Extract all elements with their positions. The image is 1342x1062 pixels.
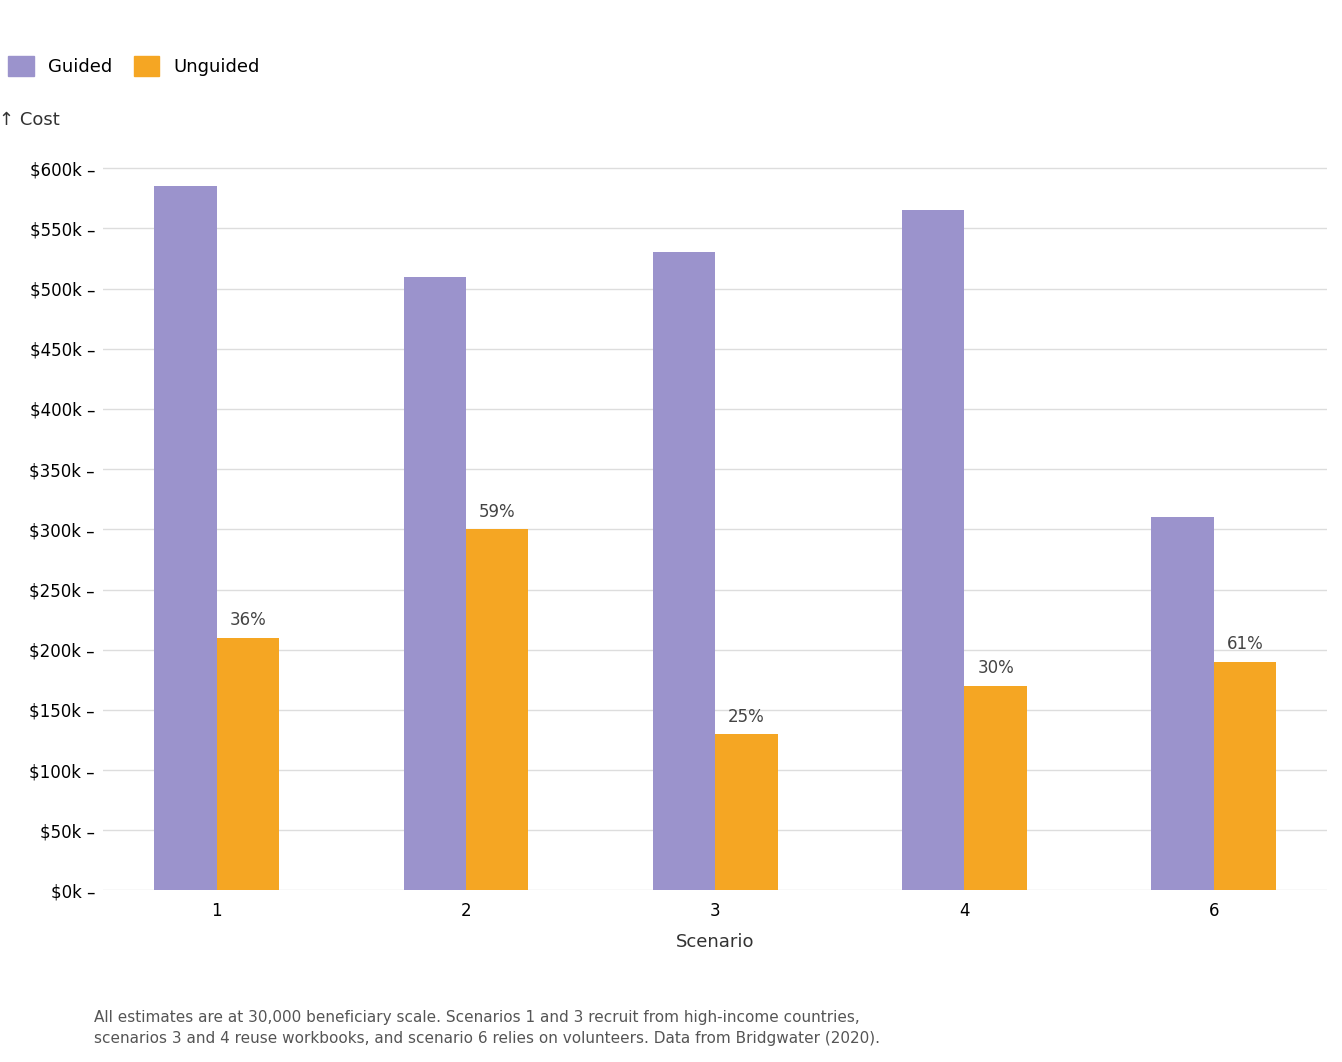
Bar	[965, 686, 1027, 890]
Bar	[404, 276, 466, 890]
Text: 36%: 36%	[229, 612, 266, 629]
Text: All estimates are at 30,000 beneficiary scale. Scenarios 1 and 3 recruit from hi: All estimates are at 30,000 beneficiary …	[94, 1010, 880, 1046]
Bar	[466, 529, 529, 890]
Text: 61%: 61%	[1227, 635, 1263, 653]
Bar	[1213, 662, 1276, 890]
Bar	[715, 734, 777, 890]
Bar	[216, 637, 279, 890]
Bar	[654, 253, 715, 890]
X-axis label: Scenario: Scenario	[676, 933, 754, 952]
Bar	[154, 186, 216, 890]
Bar	[1151, 517, 1213, 890]
Legend: Guided, Unguided: Guided, Unguided	[8, 56, 260, 76]
Text: 59%: 59%	[479, 503, 515, 520]
Text: 25%: 25%	[727, 707, 765, 725]
Text: 30%: 30%	[977, 660, 1015, 678]
Text: ↑ Cost: ↑ Cost	[0, 112, 60, 130]
Bar	[902, 210, 965, 890]
